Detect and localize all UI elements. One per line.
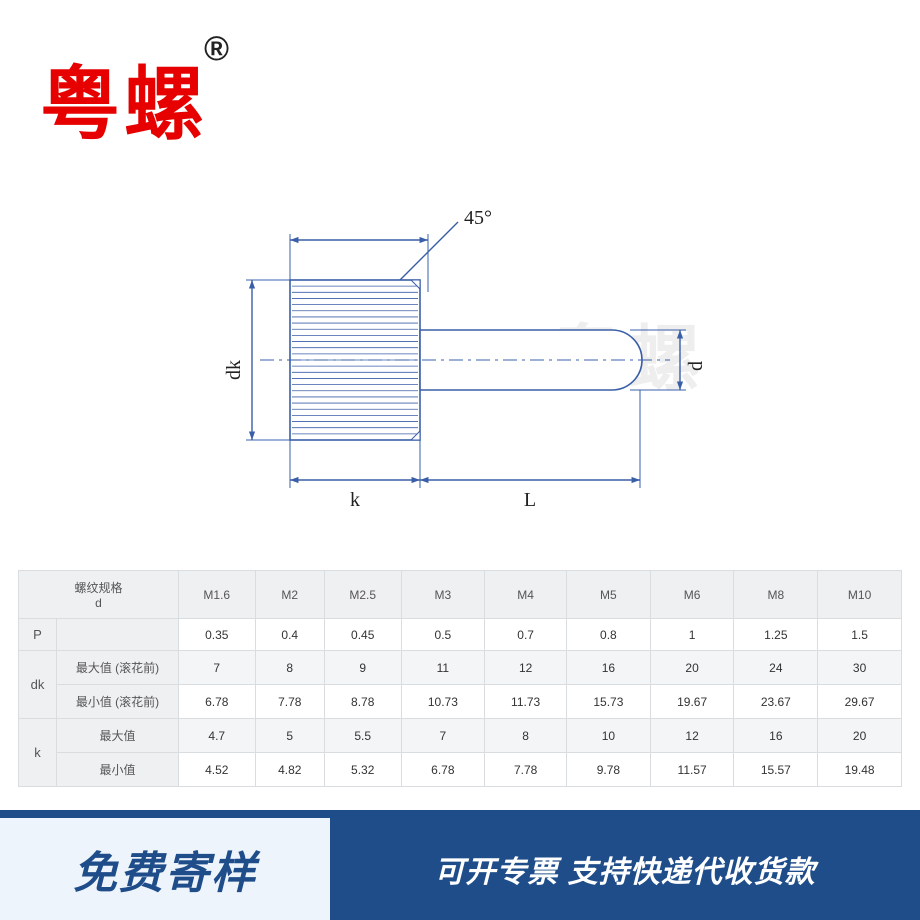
table-cell: 19.67 bbox=[650, 685, 734, 719]
table-cell: 16 bbox=[567, 651, 651, 685]
table-cell: 1.25 bbox=[734, 619, 818, 651]
table-cell: 19.48 bbox=[818, 753, 902, 787]
table-cell: 7 bbox=[401, 719, 485, 753]
table-col-header: M5 bbox=[567, 571, 651, 619]
table-cell: 5.5 bbox=[324, 719, 401, 753]
table-col-header: M1.6 bbox=[179, 571, 256, 619]
table-cell: 12 bbox=[485, 651, 567, 685]
table-row: k最大值4.755.57810121620 bbox=[19, 719, 902, 753]
table-cell: 11.57 bbox=[650, 753, 734, 787]
table-cell: 7.78 bbox=[485, 753, 567, 787]
table-cell: 0.4 bbox=[255, 619, 324, 651]
table-cell: 4.52 bbox=[179, 753, 256, 787]
table-cell: 10 bbox=[567, 719, 651, 753]
row-label: 最小值 bbox=[57, 753, 179, 787]
table-col-header: M2 bbox=[255, 571, 324, 619]
row-label bbox=[57, 619, 179, 651]
table-row: P 0.350.40.450.50.70.811.251.5 bbox=[19, 619, 902, 651]
table-cell: 5 bbox=[255, 719, 324, 753]
table-col-header: M8 bbox=[734, 571, 818, 619]
svg-text:dk: dk bbox=[223, 360, 245, 380]
table-cell: 5.32 bbox=[324, 753, 401, 787]
table-cell: 20 bbox=[650, 651, 734, 685]
table-col-header: M3 bbox=[401, 571, 485, 619]
table-cell: 9.78 bbox=[567, 753, 651, 787]
table-cell: 23.67 bbox=[734, 685, 818, 719]
brand-name: 粤螺 bbox=[40, 60, 208, 149]
table-cell: 29.67 bbox=[818, 685, 902, 719]
table-cell: 8 bbox=[485, 719, 567, 753]
row-group-header: P bbox=[19, 619, 57, 651]
svg-text:45°: 45° bbox=[464, 207, 492, 229]
table-cell: 1.5 bbox=[818, 619, 902, 651]
row-group-header: k bbox=[19, 719, 57, 787]
table-cell: 4.7 bbox=[179, 719, 256, 753]
row-group-header: dk bbox=[19, 651, 57, 719]
spec-table: 螺纹规格 d M1.6M2M2.5M3M4M5M6M8M10 P0.350.40… bbox=[18, 570, 902, 787]
table-cell: 10.73 bbox=[401, 685, 485, 719]
table-row: dk最大值 (滚花前)789111216202430 bbox=[19, 651, 902, 685]
svg-text:k: k bbox=[350, 489, 360, 511]
table-cell: 1 bbox=[650, 619, 734, 651]
row-label: 最小值 (滚花前) bbox=[57, 685, 179, 719]
table-cell: 0.7 bbox=[485, 619, 567, 651]
table-row: 最小值 (滚花前)6.787.788.7810.7311.7315.7319.6… bbox=[19, 685, 902, 719]
svg-text:d: d bbox=[685, 361, 707, 371]
table-col-header: M2.5 bbox=[324, 571, 401, 619]
footer-left-text: 免费寄样 bbox=[0, 818, 330, 920]
table-cell: 0.8 bbox=[567, 619, 651, 651]
table-cell: 11.73 bbox=[485, 685, 567, 719]
table-cell: 15.73 bbox=[567, 685, 651, 719]
table-cell: 24 bbox=[734, 651, 818, 685]
table-cell: 7.78 bbox=[255, 685, 324, 719]
table-cell: 9 bbox=[324, 651, 401, 685]
table-cell: 7 bbox=[179, 651, 256, 685]
table-cell: 30 bbox=[818, 651, 902, 685]
svg-text:L: L bbox=[524, 489, 536, 511]
registered-mark: ® bbox=[204, 30, 233, 68]
table-cell: 4.82 bbox=[255, 753, 324, 787]
table-col-header: M6 bbox=[650, 571, 734, 619]
table-cell: 6.78 bbox=[401, 753, 485, 787]
table-header-label: 螺纹规格 d bbox=[19, 571, 179, 619]
footer-right-text: 可开专票 支持快递代收货款 bbox=[330, 818, 920, 920]
row-label: 最大值 (滚花前) bbox=[57, 651, 179, 685]
table-cell: 12 bbox=[650, 719, 734, 753]
row-label: 最大值 bbox=[57, 719, 179, 753]
table-col-header: M4 bbox=[485, 571, 567, 619]
table-cell: 0.45 bbox=[324, 619, 401, 651]
brand-logo: 粤螺® bbox=[40, 40, 237, 156]
table-cell: 8.78 bbox=[324, 685, 401, 719]
table-cell: 16 bbox=[734, 719, 818, 753]
table-cell: 6.78 bbox=[179, 685, 256, 719]
table-cell: 0.5 bbox=[401, 619, 485, 651]
table-cell: 0.35 bbox=[179, 619, 256, 651]
table-cell: 8 bbox=[255, 651, 324, 685]
table-cell: 11 bbox=[401, 651, 485, 685]
table-cell: 20 bbox=[818, 719, 902, 753]
table-cell: 15.57 bbox=[734, 753, 818, 787]
screw-diagram: 45°dkdkL bbox=[190, 200, 730, 530]
footer-banner: 免费寄样 可开专票 支持快递代收货款 bbox=[0, 810, 920, 920]
table-col-header: M10 bbox=[818, 571, 902, 619]
table-row: 最小值4.524.825.326.787.789.7811.5715.5719.… bbox=[19, 753, 902, 787]
